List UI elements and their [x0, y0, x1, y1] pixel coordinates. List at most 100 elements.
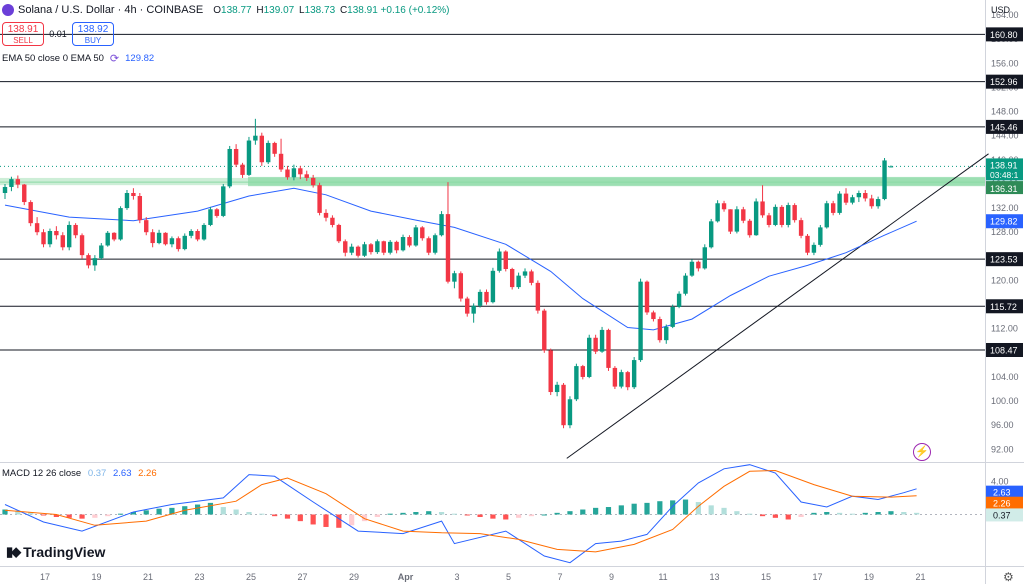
ascending-trendline — [566, 153, 989, 459]
candle-body — [362, 244, 367, 256]
candle-body — [445, 214, 451, 282]
date-tick-label: 15 — [761, 572, 771, 582]
candle-body — [413, 227, 419, 246]
candle-body — [773, 206, 778, 225]
macd-hist-badge — [986, 508, 1023, 522]
price-tick-label: 104.00 — [991, 372, 1019, 382]
candle-body — [381, 241, 386, 253]
candle-body — [330, 217, 335, 225]
level-price-label: 160.80 — [990, 30, 1018, 40]
candle-body — [99, 245, 104, 259]
ohlc-change: +0.16 (+0.12%) — [380, 4, 450, 16]
candle-body — [111, 232, 117, 240]
candle-body — [702, 247, 707, 269]
candle-body — [792, 205, 797, 221]
macd-histogram-bar — [79, 514, 85, 519]
macd-histogram-bar — [721, 507, 727, 515]
candle-body — [426, 238, 431, 253]
candle-body — [156, 232, 162, 244]
candle-body — [522, 271, 528, 276]
candle-body — [503, 251, 508, 269]
macd-histogram-bar — [824, 512, 830, 515]
settings-gear-icon[interactable]: ⚙ — [1003, 570, 1014, 584]
candle-body — [388, 241, 393, 253]
macd-histogram-bar — [323, 514, 329, 527]
tradingview-logo[interactable]: ▮◆ TradingView — [6, 544, 105, 560]
refresh-icon[interactable]: ⟳ — [109, 53, 120, 65]
price-tick-label: 92.00 — [991, 444, 1014, 454]
candle-body — [477, 291, 483, 306]
candle-body — [529, 271, 534, 283]
lightning-icon[interactable]: ⚡ — [913, 443, 931, 461]
price-tick-label: 120.00 — [991, 275, 1019, 285]
level-price-badge — [986, 74, 1023, 89]
candle-body — [266, 142, 271, 163]
date-tick-label: 9 — [609, 572, 614, 582]
candle-body — [131, 193, 136, 197]
candle-body — [28, 202, 33, 224]
date-tick-label: 19 — [864, 572, 874, 582]
candle-body — [561, 384, 566, 426]
macd-histogram-bar — [593, 507, 599, 515]
candle-body — [176, 238, 181, 250]
ema-legend[interactable]: EMA 50 close 0 EMA 50 ⟳ 129.82 — [2, 52, 154, 65]
ohlc-close: 138.91 — [347, 4, 378, 16]
macd-histogram-bar — [143, 510, 149, 515]
candle-body — [2, 186, 8, 194]
macd-line-badge — [986, 485, 1023, 499]
macd-histogram-bar — [413, 512, 419, 515]
candle-body — [882, 160, 887, 200]
price-tick-label: 128.00 — [991, 227, 1019, 237]
level-price-label: 108.47 — [990, 345, 1018, 355]
ohlc-low-label: L — [299, 4, 305, 16]
candle-body — [368, 244, 374, 253]
resistance-zone-band — [248, 176, 985, 187]
macd-histogram-bar — [708, 505, 714, 515]
macd-histogram-bar — [644, 502, 650, 515]
macd-histogram-bar — [849, 513, 856, 515]
candle-body — [15, 179, 21, 185]
candle-body — [837, 193, 842, 213]
macd-histogram-bar — [130, 512, 136, 515]
macd-histogram-bar — [888, 511, 894, 515]
symbol-title[interactable]: Solana / U.S. Dollar · 4h · COINBASE — [18, 4, 204, 16]
candle-body — [689, 261, 695, 276]
macd-histogram — [2, 499, 920, 528]
candle-body — [60, 235, 65, 248]
candle-body — [824, 203, 829, 228]
macd-line-badge-label: 2.63 — [993, 488, 1011, 498]
candle-body — [400, 237, 406, 251]
ohlc-readout: O138.77 H139.07 L138.73 C138.91 +0.16 (+… — [213, 5, 449, 16]
candle-body — [163, 232, 168, 245]
candle-body — [285, 169, 290, 178]
candle-body — [9, 179, 14, 187]
candle-body — [375, 241, 380, 253]
macd-histogram-bar — [464, 514, 470, 516]
candle-body — [182, 235, 187, 250]
candle-body — [310, 177, 316, 186]
candle-body — [298, 168, 303, 175]
price-tick-label: 164.00 — [991, 10, 1019, 20]
candle-body — [227, 148, 232, 187]
current-price-badge — [986, 158, 1023, 181]
macd-histogram-bar — [233, 509, 239, 515]
macd-legend[interactable]: MACD 12 26 close 0.37 2.63 2.26 — [2, 468, 157, 479]
candle-body — [753, 201, 759, 236]
macd-histogram-bar — [361, 514, 368, 522]
macd-histogram-bar — [657, 501, 663, 515]
candle-body — [580, 366, 585, 377]
candle-body — [863, 193, 868, 199]
solana-icon — [2, 4, 14, 16]
level-price-label: 145.46 — [990, 122, 1018, 132]
candles — [2, 118, 894, 429]
candle-body — [554, 384, 560, 393]
buy-button[interactable]: 138.92 BUY — [72, 22, 114, 46]
candle-body — [278, 153, 284, 170]
macd-signal-badge-label: 2.26 — [993, 499, 1011, 509]
zone-price-badge — [986, 181, 1023, 195]
macd-histogram-bar — [438, 512, 445, 515]
candle-body — [574, 366, 579, 400]
sell-button[interactable]: 138.91 SELL — [2, 22, 44, 46]
candle-body — [721, 203, 727, 210]
